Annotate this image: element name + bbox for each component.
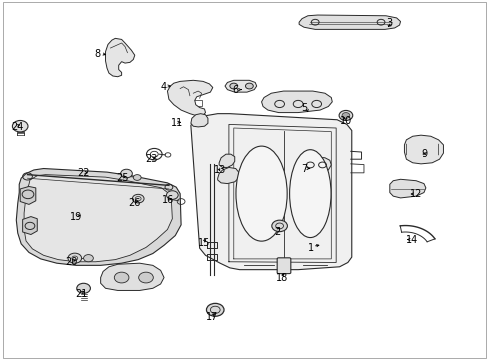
- Circle shape: [139, 272, 153, 283]
- Polygon shape: [299, 15, 400, 30]
- Polygon shape: [302, 157, 330, 173]
- Circle shape: [271, 220, 287, 231]
- Text: 21: 21: [75, 289, 87, 299]
- Polygon shape: [167, 80, 212, 116]
- Circle shape: [132, 194, 144, 203]
- FancyBboxPatch shape: [277, 258, 290, 274]
- Circle shape: [77, 283, 90, 293]
- Circle shape: [114, 272, 129, 283]
- Text: 19: 19: [70, 212, 82, 221]
- Bar: [193, 100, 202, 107]
- Text: 5: 5: [301, 103, 307, 113]
- Text: 4: 4: [160, 82, 166, 92]
- Text: 11: 11: [171, 118, 183, 128]
- Polygon shape: [20, 186, 36, 204]
- Circle shape: [133, 175, 141, 180]
- Polygon shape: [261, 91, 331, 113]
- Text: 2: 2: [273, 227, 280, 237]
- Polygon shape: [219, 154, 234, 167]
- Text: 6: 6: [232, 85, 239, 95]
- Circle shape: [338, 111, 352, 121]
- Polygon shape: [389, 179, 425, 198]
- Circle shape: [68, 253, 81, 263]
- Circle shape: [12, 121, 28, 132]
- Text: 22: 22: [78, 168, 90, 178]
- Text: 9: 9: [420, 149, 426, 159]
- Text: 23: 23: [145, 154, 157, 164]
- Text: 3: 3: [385, 18, 391, 28]
- Polygon shape: [190, 114, 207, 127]
- Polygon shape: [190, 114, 351, 270]
- Text: 17: 17: [205, 312, 218, 322]
- Polygon shape: [404, 135, 443, 164]
- Text: 10: 10: [339, 116, 351, 126]
- Polygon shape: [217, 167, 238, 184]
- Polygon shape: [24, 175, 172, 262]
- Text: 20: 20: [65, 257, 78, 267]
- Circle shape: [121, 169, 132, 178]
- Text: 8: 8: [95, 49, 101, 59]
- Circle shape: [245, 83, 253, 89]
- Circle shape: [83, 255, 93, 262]
- Ellipse shape: [289, 150, 330, 238]
- Text: 15: 15: [198, 238, 210, 248]
- Text: 25: 25: [116, 173, 128, 183]
- Polygon shape: [224, 80, 256, 92]
- Text: 14: 14: [406, 235, 418, 245]
- Polygon shape: [16, 168, 181, 265]
- Circle shape: [206, 303, 224, 316]
- Text: 1: 1: [307, 243, 313, 253]
- Circle shape: [341, 113, 349, 118]
- Text: 7: 7: [301, 164, 307, 174]
- Text: 12: 12: [409, 189, 422, 199]
- Circle shape: [229, 83, 237, 89]
- Circle shape: [166, 191, 178, 199]
- Text: 16: 16: [161, 195, 174, 205]
- Text: 18: 18: [276, 273, 288, 283]
- Polygon shape: [22, 217, 37, 234]
- Polygon shape: [105, 39, 135, 77]
- Text: 13: 13: [213, 165, 225, 175]
- Polygon shape: [101, 263, 163, 291]
- Text: 24: 24: [11, 122, 24, 132]
- Text: 26: 26: [128, 198, 141, 208]
- Ellipse shape: [236, 146, 286, 241]
